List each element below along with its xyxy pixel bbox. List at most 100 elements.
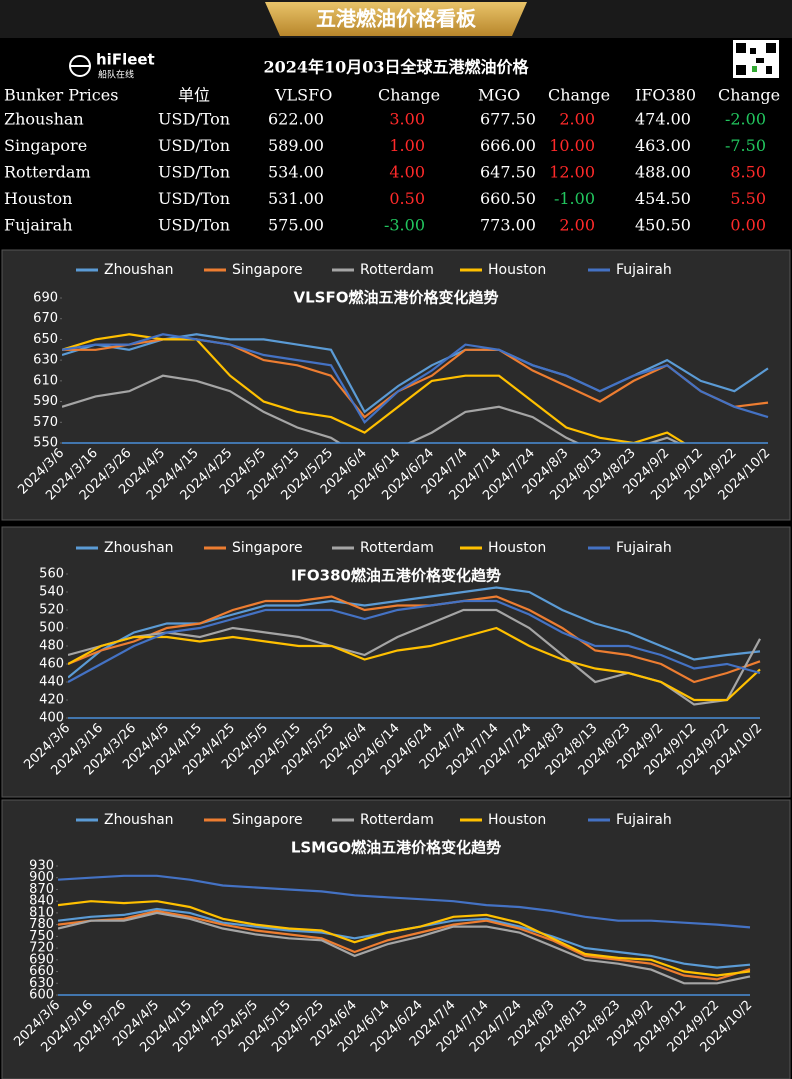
- y-tick-label: 400: [39, 711, 64, 726]
- change-cell: -1.00: [554, 189, 595, 208]
- charts: Zhoushan Singapore Rotterdam Houston Fujaira…: [1, 249, 791, 1079]
- change-cell: 1.00: [389, 136, 425, 155]
- logo: hiFleet 船队在线: [69, 51, 155, 81]
- y-tick-label: 540: [39, 585, 64, 600]
- column-header: Bunker Prices: [4, 86, 118, 105]
- chart: Zhoushan Singapore Rotterdam Houston Fujaira…: [1, 526, 791, 798]
- table-cell: 534.00: [268, 163, 324, 182]
- legend-label: Rotterdam: [360, 812, 434, 828]
- table-cell: USD/Ton: [158, 136, 230, 155]
- column-header: IFO380: [635, 86, 696, 105]
- qr-code: [733, 40, 779, 78]
- table-cell: USD/Ton: [158, 216, 230, 235]
- price-table: Bunker Prices 单位 VLSFO Change MGO Change IFO38…: [4, 86, 780, 235]
- change-cell: 12.00: [549, 163, 595, 182]
- table-cell: USD/Ton: [158, 189, 230, 208]
- legend-label: Singapore: [232, 812, 303, 828]
- change-cell: 2.00: [559, 110, 595, 129]
- y-tick-label: 900: [29, 870, 54, 885]
- y-tick-label: 440: [39, 675, 64, 690]
- y-tick-label: 750: [29, 929, 54, 944]
- y-tick-label: 690: [33, 291, 58, 306]
- legend-label: Houston: [488, 540, 546, 556]
- series-line: [58, 911, 751, 985]
- legend-label: Houston: [488, 262, 546, 278]
- y-tick-label: 550: [33, 436, 58, 451]
- y-tick-label: 480: [39, 639, 64, 654]
- y-tick-label: 460: [39, 657, 64, 672]
- y-tick-label: 930: [29, 859, 54, 874]
- y-tick-label: 690: [29, 952, 54, 967]
- change-cell: -3.00: [384, 216, 425, 235]
- change-cell: 8.50: [730, 163, 766, 182]
- chart-title: LSMGO燃油五港价格变化趋势: [291, 839, 501, 857]
- column-header: 单位: [178, 86, 210, 105]
- y-tick-label: 810: [29, 905, 54, 920]
- page-title: 五港燃油价格看板: [316, 7, 477, 31]
- chart-panel: [1, 249, 791, 521]
- y-tick-label: 610: [33, 373, 58, 388]
- series-line: [58, 909, 751, 981]
- legend-label: Fujairah: [616, 812, 672, 828]
- table-cell: 575.00: [268, 216, 324, 235]
- table-cell: 454.50: [635, 189, 691, 208]
- y-tick-label: 600: [29, 988, 54, 1003]
- column-header: Change: [548, 86, 610, 105]
- y-tick-label: 570: [33, 415, 58, 430]
- table-cell: 677.50: [480, 110, 536, 129]
- legend-label: Zhoushan: [104, 812, 174, 828]
- table-cell: 474.00: [635, 110, 691, 129]
- table-cell: 531.00: [268, 189, 324, 208]
- y-tick-label: 630: [29, 976, 54, 991]
- change-cell: -7.50: [725, 136, 766, 155]
- chart-panel: [1, 799, 791, 1079]
- legend-label: Singapore: [232, 262, 303, 278]
- y-tick-label: 500: [39, 621, 64, 636]
- series-line: [62, 374, 681, 443]
- series-line: [68, 626, 761, 702]
- change-cell: 10.00: [549, 136, 595, 155]
- subtitle: 2024年10月03日全球五港燃油价格: [263, 58, 529, 77]
- table-cell: 450.50: [635, 216, 691, 235]
- chart-title: IFO380燃油五港价格变化趋势: [291, 567, 501, 585]
- logo-text: hiFleet: [96, 51, 155, 69]
- legend-label: Rotterdam: [360, 540, 434, 556]
- series-line: [58, 874, 751, 929]
- table-cell: Zhoushan: [4, 110, 84, 129]
- table-cell: 488.00: [635, 163, 691, 182]
- column-header: Change: [378, 86, 440, 105]
- series-line: [68, 595, 761, 684]
- table-cell: 589.00: [268, 136, 324, 155]
- table-cell: 647.50: [480, 163, 536, 182]
- legend-label: Zhoushan: [104, 540, 174, 556]
- y-tick-label: 630: [33, 353, 58, 368]
- table-cell: 660.50: [480, 189, 536, 208]
- y-tick-label: 520: [39, 603, 64, 618]
- table-cell: 666.00: [480, 136, 536, 155]
- legend-label: Rotterdam: [360, 262, 434, 278]
- change-cell: 0.00: [730, 216, 766, 235]
- y-tick-label: 720: [29, 941, 54, 956]
- chart: Zhoushan Singapore Rotterdam Houston Fujaira…: [1, 249, 791, 521]
- column-header: VLSFO: [274, 86, 332, 105]
- table-cell: Fujairah: [4, 216, 73, 235]
- legend-label: Fujairah: [616, 540, 672, 556]
- y-tick-label: 840: [29, 894, 54, 909]
- series-line: [62, 333, 769, 425]
- change-cell: 0.50: [389, 189, 425, 208]
- series-line: [58, 900, 751, 977]
- change-cell: -2.00: [725, 110, 766, 129]
- chart-panel: [1, 526, 791, 798]
- y-tick-label: 560: [39, 567, 64, 582]
- chart-title: VLSFO燃油五港价格变化趋势: [294, 289, 499, 307]
- table-cell: Singapore: [4, 136, 87, 155]
- column-header: Change: [718, 86, 780, 105]
- logo-sub: 船队在线: [98, 69, 134, 81]
- title-box: [265, 2, 527, 36]
- series-line: [62, 333, 687, 443]
- legend-label: Zhoushan: [104, 262, 174, 278]
- legend-label: Houston: [488, 812, 546, 828]
- chart: Zhoushan Singapore Rotterdam Houston Fujaira…: [1, 799, 791, 1079]
- table-cell: USD/Ton: [158, 163, 230, 182]
